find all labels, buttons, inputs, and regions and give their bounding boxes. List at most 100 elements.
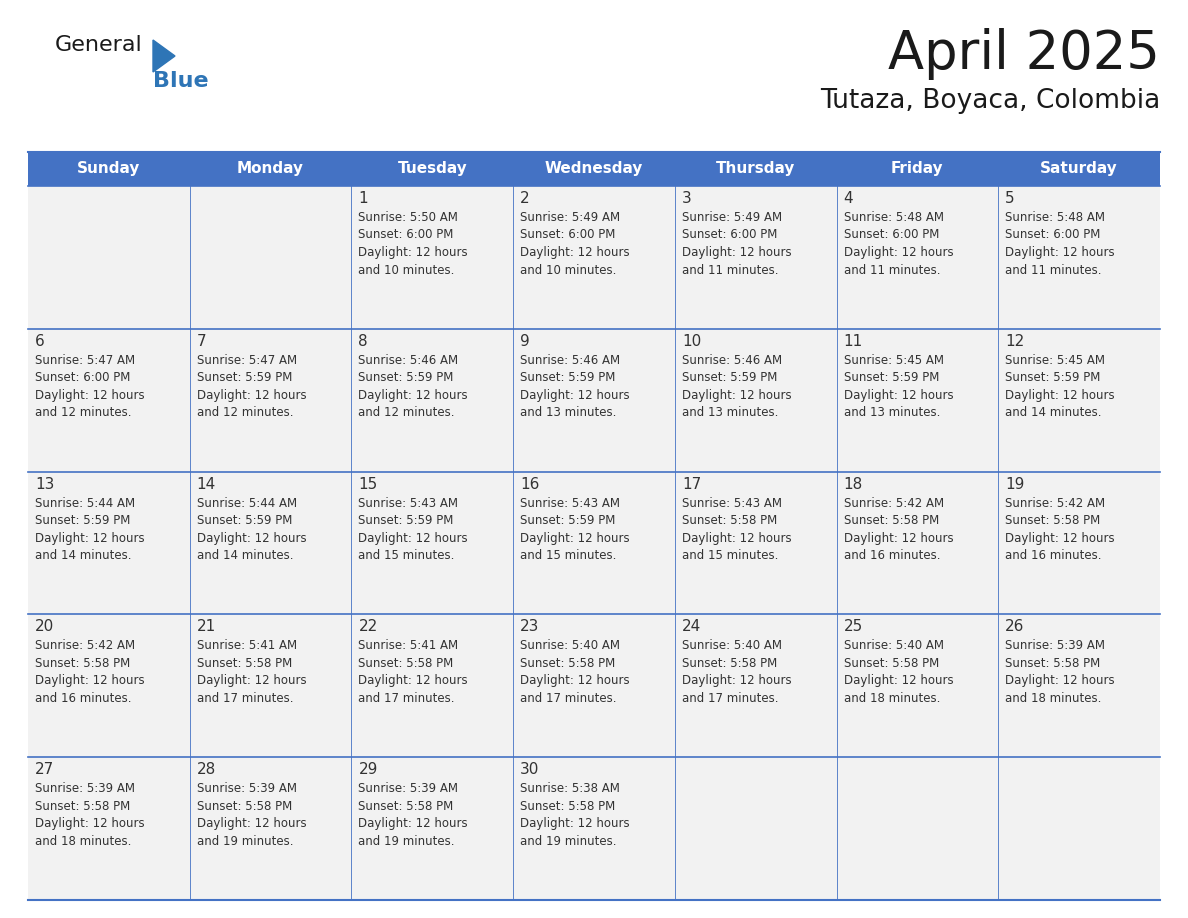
Text: Daylight: 12 hours: Daylight: 12 hours — [682, 389, 791, 402]
Text: Sunset: 5:59 PM: Sunset: 5:59 PM — [197, 371, 292, 385]
Text: Sunrise: 5:48 AM: Sunrise: 5:48 AM — [1005, 211, 1105, 224]
Text: Thursday: Thursday — [716, 162, 796, 176]
Text: and 13 minutes.: and 13 minutes. — [843, 407, 940, 420]
Text: Sunrise: 5:39 AM: Sunrise: 5:39 AM — [359, 782, 459, 795]
Text: Sunrise: 5:46 AM: Sunrise: 5:46 AM — [359, 353, 459, 367]
Text: Daylight: 12 hours: Daylight: 12 hours — [359, 246, 468, 259]
Text: Daylight: 12 hours: Daylight: 12 hours — [34, 532, 145, 544]
Text: 12: 12 — [1005, 334, 1024, 349]
Text: Sunrise: 5:39 AM: Sunrise: 5:39 AM — [197, 782, 297, 795]
Text: Sunrise: 5:45 AM: Sunrise: 5:45 AM — [1005, 353, 1105, 367]
Text: and 13 minutes.: and 13 minutes. — [520, 407, 617, 420]
Text: 18: 18 — [843, 476, 862, 492]
Text: and 10 minutes.: and 10 minutes. — [520, 263, 617, 276]
Text: Daylight: 12 hours: Daylight: 12 hours — [197, 389, 307, 402]
Text: Sunset: 6:00 PM: Sunset: 6:00 PM — [520, 229, 615, 241]
Text: 30: 30 — [520, 762, 539, 778]
Text: Daylight: 12 hours: Daylight: 12 hours — [843, 675, 953, 688]
Bar — [29, 186, 1159, 329]
Text: and 11 minutes.: and 11 minutes. — [1005, 263, 1101, 276]
Text: and 16 minutes.: and 16 minutes. — [843, 549, 940, 562]
Text: Sunrise: 5:43 AM: Sunrise: 5:43 AM — [520, 497, 620, 509]
Text: 17: 17 — [682, 476, 701, 492]
Text: Daylight: 12 hours: Daylight: 12 hours — [34, 675, 145, 688]
Text: Daylight: 12 hours: Daylight: 12 hours — [1005, 246, 1114, 259]
Text: and 12 minutes.: and 12 minutes. — [34, 407, 132, 420]
Text: Daylight: 12 hours: Daylight: 12 hours — [197, 675, 307, 688]
Text: Sunset: 5:58 PM: Sunset: 5:58 PM — [520, 657, 615, 670]
Text: Sunset: 5:58 PM: Sunset: 5:58 PM — [1005, 514, 1100, 527]
Text: Sunrise: 5:43 AM: Sunrise: 5:43 AM — [682, 497, 782, 509]
Text: Sunset: 5:59 PM: Sunset: 5:59 PM — [34, 514, 131, 527]
Text: Daylight: 12 hours: Daylight: 12 hours — [843, 246, 953, 259]
Text: Sunset: 5:58 PM: Sunset: 5:58 PM — [359, 800, 454, 812]
Text: Daylight: 12 hours: Daylight: 12 hours — [682, 532, 791, 544]
Text: and 17 minutes.: and 17 minutes. — [520, 692, 617, 705]
Text: Daylight: 12 hours: Daylight: 12 hours — [843, 389, 953, 402]
Text: and 15 minutes.: and 15 minutes. — [359, 549, 455, 562]
Text: Sunrise: 5:49 AM: Sunrise: 5:49 AM — [682, 211, 782, 224]
Text: and 16 minutes.: and 16 minutes. — [34, 692, 132, 705]
Text: Daylight: 12 hours: Daylight: 12 hours — [520, 389, 630, 402]
Text: Sunrise: 5:46 AM: Sunrise: 5:46 AM — [520, 353, 620, 367]
Text: 2: 2 — [520, 191, 530, 206]
Text: Sunset: 5:58 PM: Sunset: 5:58 PM — [682, 657, 777, 670]
Text: Sunrise: 5:39 AM: Sunrise: 5:39 AM — [1005, 640, 1105, 653]
Text: Sunset: 5:58 PM: Sunset: 5:58 PM — [197, 800, 292, 812]
Text: Daylight: 12 hours: Daylight: 12 hours — [682, 246, 791, 259]
Text: 10: 10 — [682, 334, 701, 349]
Text: Sunrise: 5:41 AM: Sunrise: 5:41 AM — [359, 640, 459, 653]
Text: Tuesday: Tuesday — [398, 162, 467, 176]
Text: 22: 22 — [359, 620, 378, 634]
Text: Daylight: 12 hours: Daylight: 12 hours — [1005, 532, 1114, 544]
Text: 8: 8 — [359, 334, 368, 349]
Text: Sunday: Sunday — [77, 162, 140, 176]
Text: 19: 19 — [1005, 476, 1025, 492]
Text: 7: 7 — [197, 334, 207, 349]
Text: and 18 minutes.: and 18 minutes. — [843, 692, 940, 705]
Text: and 11 minutes.: and 11 minutes. — [843, 263, 940, 276]
Text: Sunset: 5:59 PM: Sunset: 5:59 PM — [682, 371, 777, 385]
Text: and 19 minutes.: and 19 minutes. — [197, 834, 293, 847]
Text: Sunset: 5:58 PM: Sunset: 5:58 PM — [34, 657, 131, 670]
Text: Daylight: 12 hours: Daylight: 12 hours — [34, 817, 145, 830]
Text: Sunset: 6:00 PM: Sunset: 6:00 PM — [843, 229, 939, 241]
Bar — [29, 472, 1159, 614]
Text: Sunrise: 5:42 AM: Sunrise: 5:42 AM — [1005, 497, 1105, 509]
Text: and 16 minutes.: and 16 minutes. — [1005, 549, 1101, 562]
Text: Daylight: 12 hours: Daylight: 12 hours — [359, 389, 468, 402]
Text: Sunrise: 5:42 AM: Sunrise: 5:42 AM — [34, 640, 135, 653]
Text: Sunset: 5:59 PM: Sunset: 5:59 PM — [359, 514, 454, 527]
Text: Sunset: 5:59 PM: Sunset: 5:59 PM — [197, 514, 292, 527]
Text: Sunrise: 5:41 AM: Sunrise: 5:41 AM — [197, 640, 297, 653]
Text: Tutaza, Boyaca, Colombia: Tutaza, Boyaca, Colombia — [820, 88, 1159, 114]
Text: Sunset: 6:00 PM: Sunset: 6:00 PM — [682, 229, 777, 241]
Text: and 15 minutes.: and 15 minutes. — [682, 549, 778, 562]
Text: 4: 4 — [843, 191, 853, 206]
Text: 25: 25 — [843, 620, 862, 634]
Text: 5: 5 — [1005, 191, 1015, 206]
Text: Sunrise: 5:43 AM: Sunrise: 5:43 AM — [359, 497, 459, 509]
Text: Sunrise: 5:46 AM: Sunrise: 5:46 AM — [682, 353, 782, 367]
Text: General: General — [55, 35, 143, 55]
Text: and 19 minutes.: and 19 minutes. — [359, 834, 455, 847]
Text: Sunrise: 5:40 AM: Sunrise: 5:40 AM — [682, 640, 782, 653]
Text: Monday: Monday — [238, 162, 304, 176]
Bar — [29, 329, 1159, 472]
Text: Daylight: 12 hours: Daylight: 12 hours — [359, 817, 468, 830]
Text: Sunset: 5:58 PM: Sunset: 5:58 PM — [197, 657, 292, 670]
Text: Daylight: 12 hours: Daylight: 12 hours — [197, 532, 307, 544]
Text: 1: 1 — [359, 191, 368, 206]
Text: and 17 minutes.: and 17 minutes. — [682, 692, 778, 705]
Text: Daylight: 12 hours: Daylight: 12 hours — [520, 532, 630, 544]
Text: 16: 16 — [520, 476, 539, 492]
Text: Daylight: 12 hours: Daylight: 12 hours — [520, 675, 630, 688]
Text: and 17 minutes.: and 17 minutes. — [359, 692, 455, 705]
Text: 15: 15 — [359, 476, 378, 492]
Bar — [29, 614, 1159, 757]
Text: and 11 minutes.: and 11 minutes. — [682, 263, 778, 276]
Text: Sunset: 5:58 PM: Sunset: 5:58 PM — [682, 514, 777, 527]
Text: Daylight: 12 hours: Daylight: 12 hours — [359, 532, 468, 544]
Text: and 14 minutes.: and 14 minutes. — [197, 549, 293, 562]
Text: Sunrise: 5:47 AM: Sunrise: 5:47 AM — [197, 353, 297, 367]
